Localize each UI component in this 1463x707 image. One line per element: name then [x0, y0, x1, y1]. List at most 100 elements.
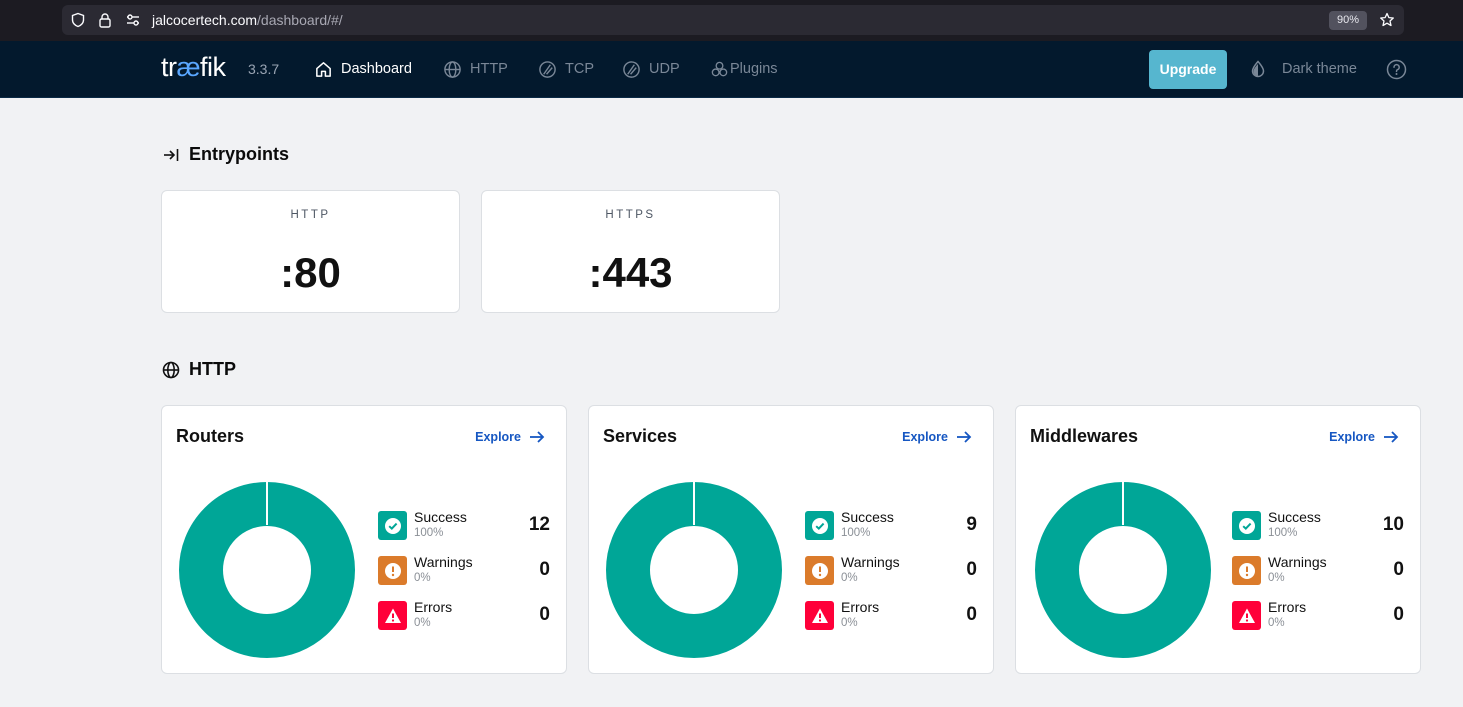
- explore-routers-link[interactable]: Explore: [475, 428, 546, 446]
- nav-dashboard-label: Dashboard: [341, 61, 412, 77]
- stat-percent: 0%: [1268, 617, 1285, 629]
- traefik-logo[interactable]: træfik: [161, 52, 226, 83]
- bookmark-star-icon[interactable]: [1379, 12, 1395, 28]
- entrypoints-heading: Entrypoints: [162, 144, 289, 165]
- url-bar[interactable]: jalcocertech.com/dashboard/#/ 90%: [62, 5, 1404, 35]
- success-row: Success 100% 12: [378, 509, 550, 541]
- check-circle-icon: [811, 517, 828, 534]
- stat-label: Errors: [1268, 599, 1307, 615]
- routers-card: Routers Explore Success 100% 12 Warnings…: [161, 405, 567, 674]
- stat-label: Errors: [841, 599, 880, 615]
- exclamation-circle-icon: [384, 562, 401, 579]
- stat-percent: 0%: [841, 572, 858, 584]
- stat-percent: 0%: [841, 617, 858, 629]
- check-circle-icon: [384, 517, 401, 534]
- status-donut-chart: [179, 480, 355, 658]
- entrypoint-name: HTTP: [290, 209, 331, 221]
- stat-count: 0: [966, 559, 977, 580]
- entrypoint-port: :80: [280, 249, 341, 296]
- http-title: HTTP: [189, 359, 236, 379]
- middlewares-card: Middlewares Explore Success 100% 10 Warn…: [1015, 405, 1421, 674]
- dark-theme-label: Dark theme: [1282, 61, 1357, 77]
- check-circle-icon: [1238, 517, 1255, 534]
- upgrade-button[interactable]: Upgrade: [1149, 50, 1227, 89]
- warning-badge: [378, 556, 407, 585]
- top-navbar: træfik 3.3.7 Dashboard HTTP TCP UDP Plug…: [0, 41, 1463, 98]
- card-title: Routers: [176, 426, 245, 446]
- warning-triangle-icon: [811, 608, 828, 623]
- stat-count: 0: [1393, 604, 1404, 625]
- status-donut-chart: [1035, 480, 1211, 658]
- nav-http[interactable]: HTTP: [443, 55, 508, 83]
- stat-count: 9: [966, 514, 977, 535]
- errors-row: Errors 0% 0: [378, 599, 550, 631]
- warning-triangle-icon: [384, 608, 401, 623]
- explore-services-link[interactable]: Explore: [902, 428, 973, 446]
- error-badge: [378, 601, 407, 630]
- stat-percent: 100%: [414, 527, 444, 539]
- arrow-right-icon: [1384, 431, 1399, 443]
- warning-badge: [1232, 556, 1261, 585]
- udp-icon: [623, 60, 640, 78]
- stat-percent: 0%: [1268, 572, 1285, 584]
- logo-text-ae: æ: [176, 52, 201, 82]
- stat-percent: 100%: [1268, 527, 1298, 539]
- stat-label: Success: [414, 509, 467, 525]
- logo-text-end: fik: [200, 52, 226, 82]
- errors-row: Errors 0% 0: [805, 599, 977, 631]
- nav-http-label: HTTP: [470, 61, 508, 77]
- stat-count: 10: [1382, 514, 1404, 535]
- error-badge: [1232, 601, 1261, 630]
- plugins-icon: [711, 61, 728, 76]
- permissions-icon[interactable]: [125, 12, 141, 28]
- services-card: Services Explore Success 100% 9 Warnings…: [588, 405, 994, 674]
- stat-label: Warnings: [841, 554, 900, 570]
- version-label: 3.3.7: [248, 61, 280, 77]
- stat-count: 0: [966, 604, 977, 625]
- nav-tcp-label: TCP: [565, 61, 594, 77]
- explore-label: Explore: [902, 430, 948, 444]
- nav-tcp[interactable]: TCP: [538, 55, 594, 83]
- explore-middlewares-link[interactable]: Explore: [1329, 428, 1400, 446]
- home-icon: [316, 61, 331, 77]
- entrypoint-name: HTTPS: [605, 209, 656, 221]
- browser-toolbar: jalcocertech.com/dashboard/#/ 90%: [0, 0, 1463, 41]
- warning-badge: [805, 556, 834, 585]
- stat-label: Success: [841, 509, 894, 525]
- status-donut-chart: [606, 480, 782, 658]
- warning-triangle-icon: [1238, 608, 1255, 623]
- dark-theme-toggle[interactable]: Dark theme: [1249, 55, 1357, 83]
- nav-dashboard[interactable]: Dashboard: [314, 55, 412, 83]
- nav-plugins[interactable]: Plugins: [710, 55, 778, 83]
- nav-udp[interactable]: UDP: [622, 55, 680, 83]
- help-icon[interactable]: [1386, 59, 1407, 80]
- zoom-level[interactable]: 90%: [1329, 11, 1367, 30]
- stat-percent: 100%: [841, 527, 871, 539]
- warnings-row: Warnings 0% 0: [805, 554, 977, 586]
- stat-label: Warnings: [414, 554, 473, 570]
- stat-label: Success: [1268, 509, 1321, 525]
- logo-text-start: tr: [161, 52, 177, 82]
- warnings-row: Warnings 0% 0: [1232, 554, 1404, 586]
- entrypoint-port: :443: [588, 249, 673, 296]
- url-path: /dashboard/#/: [257, 12, 343, 28]
- exclamation-circle-icon: [811, 562, 828, 579]
- success-row: Success 100% 10: [1232, 509, 1404, 541]
- tcp-icon: [539, 60, 556, 78]
- stat-count: 0: [539, 559, 550, 580]
- entrypoint-card-http: HTTP :80: [161, 190, 460, 313]
- arrow-right-icon: [957, 431, 972, 443]
- nav-plugins-label: Plugins: [730, 61, 778, 77]
- success-badge: [1232, 511, 1261, 540]
- entrypoints-title: Entrypoints: [189, 144, 290, 164]
- stat-label: Errors: [414, 599, 453, 615]
- explore-label: Explore: [1329, 430, 1375, 444]
- url-text[interactable]: jalcocertech.com/dashboard/#/: [152, 12, 343, 28]
- shield-icon[interactable]: [70, 12, 86, 28]
- arrow-right-icon: [530, 431, 545, 443]
- nav-udp-label: UDP: [649, 61, 680, 77]
- stat-label: Warnings: [1268, 554, 1327, 570]
- exclamation-circle-icon: [1238, 562, 1255, 579]
- lock-icon[interactable]: [97, 12, 113, 28]
- http-heading: HTTP: [162, 359, 236, 380]
